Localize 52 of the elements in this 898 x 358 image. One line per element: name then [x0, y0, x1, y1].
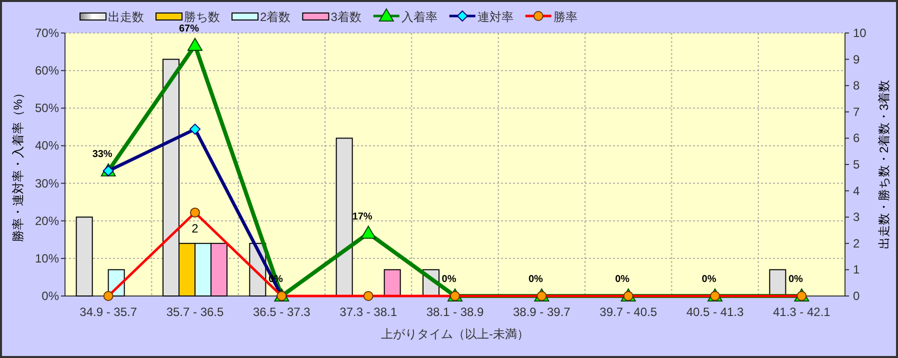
x-tick-label: 41.3 - 42.1	[772, 305, 831, 319]
data-label: 67%	[178, 23, 200, 34]
bar	[162, 58, 180, 296]
y2-tick-label: 5	[853, 158, 860, 172]
data-label: 0%	[528, 274, 543, 285]
x-axis-title: 上がりタイム（以上-未満）	[381, 327, 529, 341]
x-tick-label: 38.9 - 39.7	[512, 305, 571, 319]
bar	[384, 269, 401, 296]
legend-label: 連対率	[477, 10, 514, 24]
x-tick-label: 39.7 - 40.5	[600, 305, 658, 319]
legend-label: 3着数	[330, 10, 362, 24]
y-tick-label: 70%	[34, 26, 60, 40]
x-tick-label: 35.7 - 36.5	[166, 305, 224, 319]
data-label: 0%	[615, 274, 630, 285]
y2-tick-label: 9	[853, 52, 860, 66]
y2-tick-label: 4	[853, 184, 860, 198]
bar	[76, 216, 93, 296]
y2-tick-label: 2	[853, 236, 860, 250]
y2-tick-label: 6	[853, 131, 860, 146]
x-tick-label: 37.3 - 38.1	[340, 305, 398, 319]
data-label: 0%	[442, 274, 456, 285]
y-tick-label: 0%	[42, 289, 60, 303]
legend-label: 勝率	[553, 10, 578, 24]
legend-label: 入着率	[401, 10, 438, 24]
legend-label: 2着数	[260, 10, 291, 24]
y2-tick-label: 0	[853, 289, 860, 303]
data-label: 33%	[92, 148, 112, 160]
y-axis-title: 勝率・連対率・入着率（%）	[11, 87, 25, 242]
bar	[336, 138, 353, 296]
y-tick-label: 40%	[34, 138, 60, 153]
x-tick-label: 34.9 - 35.7	[80, 305, 138, 319]
y-tick-label: 10%	[34, 251, 60, 266]
point	[190, 124, 200, 135]
y2-tick-label: 3	[853, 210, 860, 224]
x-tick-label: 36.5 - 37.3	[252, 305, 311, 319]
y-tick-label: 60%	[34, 64, 60, 78]
y-tick-label: 20%	[34, 214, 60, 228]
annotation: 2	[192, 222, 199, 236]
y-tick-label: 30%	[34, 176, 60, 190]
y2-tick-label: 7	[853, 104, 860, 119]
legend-label: 出走数	[108, 10, 144, 24]
legend-label: 勝ち数	[184, 10, 220, 24]
data-label: 0%	[702, 274, 716, 285]
y2-tick-label: 8	[853, 78, 860, 93]
data-label: 17%	[352, 211, 372, 222]
data-label: 0%	[788, 274, 803, 285]
y-tick-label: 50%	[34, 101, 60, 116]
y2-tick-label: 10	[853, 26, 867, 40]
y2-tick-label: 1	[853, 262, 860, 277]
x-tick-label: 38.1 - 38.9	[426, 305, 484, 319]
x-tick-label: 40.5 - 41.3	[686, 305, 744, 319]
y2-axis-title: 出走数・勝ち数・2着数・3着数	[877, 80, 891, 250]
